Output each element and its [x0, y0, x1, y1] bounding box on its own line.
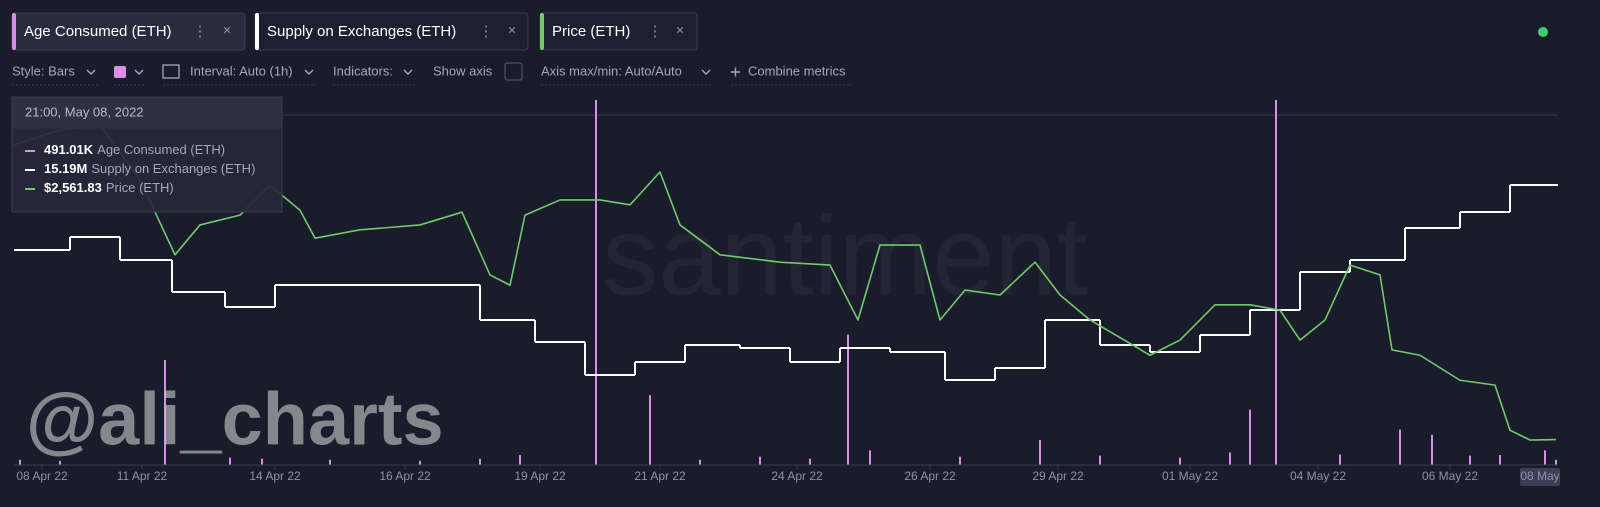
x-tick-highlight	[1520, 468, 1560, 486]
status-dot	[1538, 27, 1548, 37]
x-tick-label: 01 May 22	[1162, 469, 1218, 483]
indicators-select[interactable]: Indicators:	[333, 63, 393, 78]
bar	[261, 458, 263, 465]
style-select[interactable]: Style: Bars	[12, 63, 75, 78]
interval-select[interactable]: Interval: Auto (1h)	[190, 63, 293, 78]
bar	[699, 459, 701, 465]
axis-minmax-select[interactable]: Axis max/min: Auto/Auto	[541, 63, 682, 78]
overlay-handle: @ali_charts	[26, 378, 444, 461]
bar	[869, 450, 871, 465]
tab-label: Price (ETH)	[552, 23, 630, 40]
show-axis-checkbox[interactable]	[504, 62, 523, 81]
tooltip-name: Age Consumed (ETH)	[97, 142, 225, 157]
combine-metrics[interactable]: Combine metrics	[748, 63, 846, 78]
tooltip-row: 491.01K Age Consumed (ETH)	[44, 142, 225, 157]
bar	[1544, 450, 1546, 465]
tab-label: Supply on Exchanges (ETH)	[267, 23, 456, 40]
tooltip: 21:00, May 08, 2022 491.01K Age Consumed …	[11, 96, 283, 213]
chevron	[134, 69, 144, 75]
bar	[1249, 409, 1251, 465]
tab-menu[interactable]: ⋮	[648, 23, 663, 40]
bar	[1339, 454, 1341, 465]
chevron	[86, 69, 96, 75]
bar	[1275, 100, 1277, 465]
bar	[1229, 452, 1231, 465]
x-tick-label: 04 May 22	[1290, 469, 1346, 483]
x-tick-label: 06 May 22	[1422, 469, 1478, 483]
toolbar: Style: Bars Interval: Auto (1h) Indicato…	[12, 62, 852, 86]
tab-label: Age Consumed (ETH)	[24, 23, 172, 40]
tooltip-value: 491.01K	[44, 142, 94, 157]
tooltip-name: Supply on Exchanges (ETH)	[91, 161, 255, 176]
x-tick-label: 19 Apr 22	[514, 469, 566, 483]
plot	[13, 100, 1558, 465]
x-tick-label: 16 Apr 22	[379, 469, 431, 483]
tooltip-value: $2,561.83	[44, 180, 102, 195]
step-riser	[69, 185, 1511, 380]
x-tick-label: 21 Apr 22	[634, 469, 686, 483]
x-tick-label: 08 Apr 22	[16, 469, 68, 483]
bar	[229, 457, 231, 465]
tab-close[interactable]: ×	[223, 22, 232, 39]
tab-menu[interactable]: ⋮	[479, 23, 494, 40]
interval-icon	[162, 64, 180, 79]
x-tick-label: 26 Apr 22	[904, 469, 956, 483]
tab-menu[interactable]: ⋮	[193, 23, 208, 40]
tab-close[interactable]: ×	[508, 22, 517, 39]
bar	[1555, 459, 1557, 465]
bar	[19, 459, 21, 465]
bar	[595, 100, 597, 465]
watermark: santiment	[602, 194, 1088, 319]
price-line	[13, 124, 1557, 441]
x-axis: 08 Apr 22 11 Apr 22 14 Apr 22 16 Apr 22 19 A…	[16, 465, 1560, 486]
tab-color-bar	[12, 13, 16, 50]
chevron	[403, 69, 413, 75]
bar	[59, 460, 61, 465]
x-tick-label: 24 Apr 22	[771, 469, 823, 483]
bar	[1469, 455, 1471, 465]
bar	[419, 460, 421, 465]
plus-icon	[731, 67, 740, 77]
bar	[1099, 455, 1101, 465]
x-tick-label: 11 Apr 22	[117, 469, 168, 483]
x-tick-label: 29 Apr 22	[1032, 469, 1084, 483]
bar	[809, 458, 811, 465]
bar	[1431, 434, 1433, 465]
chevron	[304, 69, 314, 75]
x-tick-label: 14 Apr 22	[249, 469, 301, 483]
bar	[164, 359, 166, 465]
bar	[1039, 439, 1041, 465]
bar	[479, 458, 481, 465]
bar	[847, 334, 849, 465]
tab-color-bar	[255, 13, 259, 50]
tooltip-date: 21:00, May 08, 2022	[25, 104, 144, 119]
bar	[1499, 454, 1501, 465]
tooltip-name: Price (ETH)	[106, 180, 174, 195]
tab-color-bar	[540, 13, 544, 50]
bar	[759, 456, 761, 465]
tooltip-row: $2,561.83 Price (ETH)	[44, 180, 174, 195]
bar	[519, 454, 521, 465]
tooltip-rows: 491.01K Age Consumed (ETH) 15.19M Supply on…	[25, 142, 255, 195]
bar	[329, 459, 331, 465]
tooltip-row: 15.19M Supply on Exchanges (ETH)	[44, 161, 255, 176]
tab-close[interactable]: ×	[676, 22, 685, 39]
tabs: Age Consumed (ETH) ⋮ × Supply on Exchanges …	[11, 12, 698, 51]
show-axis-label[interactable]: Show axis	[433, 63, 493, 78]
bar	[649, 395, 651, 465]
x-tick-label: 08 May	[1520, 469, 1559, 483]
color-swatch[interactable]	[114, 66, 126, 78]
tooltip-value: 15.19M	[44, 161, 87, 176]
bar	[1399, 429, 1401, 465]
tooltip-header	[12, 97, 282, 129]
bar	[1179, 457, 1181, 465]
bar	[959, 456, 961, 465]
chevron	[701, 69, 711, 75]
